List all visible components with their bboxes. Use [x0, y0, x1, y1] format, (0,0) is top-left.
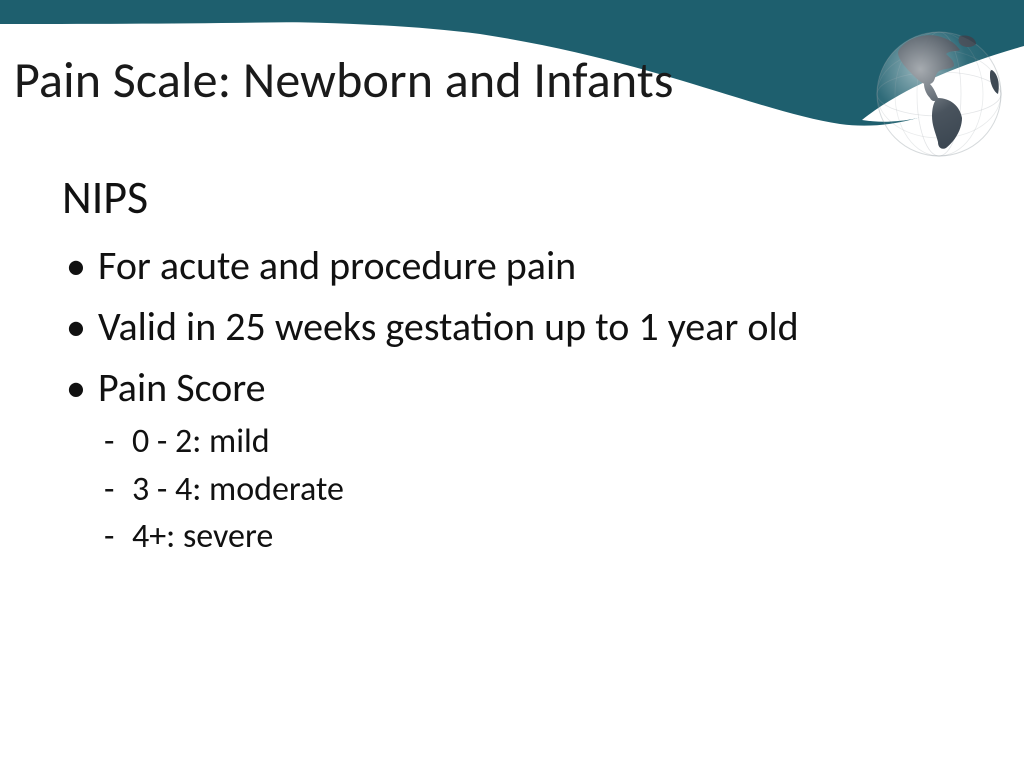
slide-body: NIPS For acute and procedure pain Valid …	[62, 170, 822, 571]
subtitle-nips: NIPS	[62, 170, 822, 226]
subbullet-text: 4+: severe	[132, 516, 273, 557]
bullet-text: Valid in 25 weeks gestation up to 1 year…	[98, 302, 799, 351]
bullet-list: For acute and procedure pain Valid in 25…	[62, 242, 822, 559]
subbullet-text: 0 - 2: mild	[132, 421, 270, 462]
list-item: Pain Score 0 - 2: mild 3 - 4: moderate 4…	[62, 364, 822, 559]
list-item: For acute and procedure pain	[62, 242, 822, 291]
slide-title: Pain Scale: Newborn and Infants	[14, 50, 674, 111]
sub-bullet-list: 0 - 2: mild 3 - 4: moderate 4+: severe	[98, 420, 822, 559]
bullet-text: For acute and procedure pain	[98, 241, 576, 290]
bullet-text: Pain Score	[98, 363, 266, 412]
list-item: 4+: severe	[98, 515, 822, 559]
globe-icon	[864, 22, 1014, 162]
list-item: 0 - 2: mild	[98, 420, 822, 464]
list-item: Valid in 25 weeks gestation up to 1 year…	[62, 303, 822, 352]
list-item: 3 - 4: moderate	[98, 468, 822, 512]
subbullet-text: 3 - 4: moderate	[132, 469, 344, 510]
